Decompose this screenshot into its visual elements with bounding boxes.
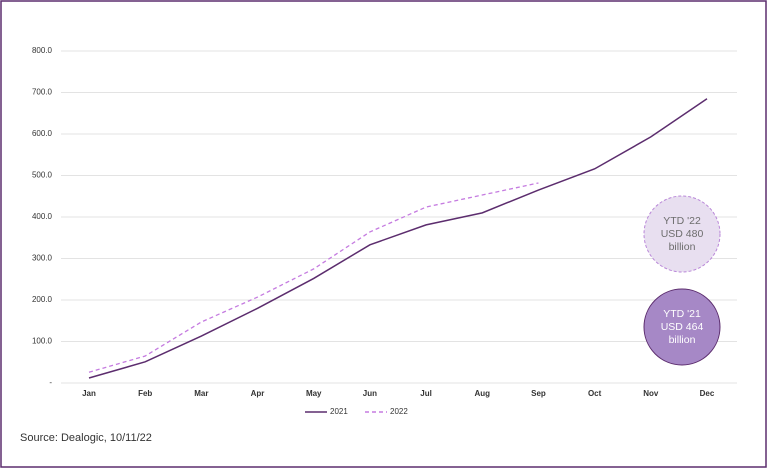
y-tick-label: 200.0: [32, 295, 53, 304]
legend-label: 2022: [390, 407, 408, 416]
x-tick-label: Nov: [643, 389, 659, 398]
series-line: [88, 182, 539, 373]
y-tick-label: 300.0: [32, 254, 53, 263]
annotation-text: billion: [669, 241, 696, 253]
x-tick-label: Mar: [194, 389, 208, 398]
annotation-text: USD 480: [661, 228, 704, 240]
annotation-text: YTD '22: [663, 215, 701, 227]
y-tick-label: 100.0: [32, 337, 53, 346]
x-tick-label: Aug: [474, 389, 490, 398]
y-tick-label: 400.0: [32, 212, 53, 221]
annotation-text: YTD '21: [663, 308, 701, 320]
x-tick-label: Oct: [588, 389, 602, 398]
legend-label: 2021: [330, 407, 348, 416]
annotation-bubble: [643, 195, 721, 273]
x-tick-label: May: [306, 389, 322, 398]
source: Source: Dealogic, 10/11/22: [20, 432, 152, 444]
x-tick-label: Jul: [420, 389, 432, 398]
y-tick-label: 600.0: [32, 129, 53, 138]
annotation-bubble: [643, 288, 721, 366]
y-tick-label: -: [49, 378, 52, 387]
x-tick-label: Dec: [700, 389, 715, 398]
annotation-text: USD 464: [661, 321, 704, 333]
x-tick-label: Feb: [138, 389, 152, 398]
y-tick-label: 500.0: [32, 171, 53, 180]
x-tick-label: Apr: [251, 389, 265, 398]
series-line: [88, 98, 708, 379]
x-tick-label: Jun: [363, 389, 377, 398]
x-tick-label: Sep: [531, 389, 546, 398]
annotation-text: billion: [669, 334, 696, 346]
x-tick-label: Jan: [82, 389, 96, 398]
y-tick-label: 800.0: [32, 46, 53, 55]
y-tick-label: 700.0: [32, 88, 53, 97]
